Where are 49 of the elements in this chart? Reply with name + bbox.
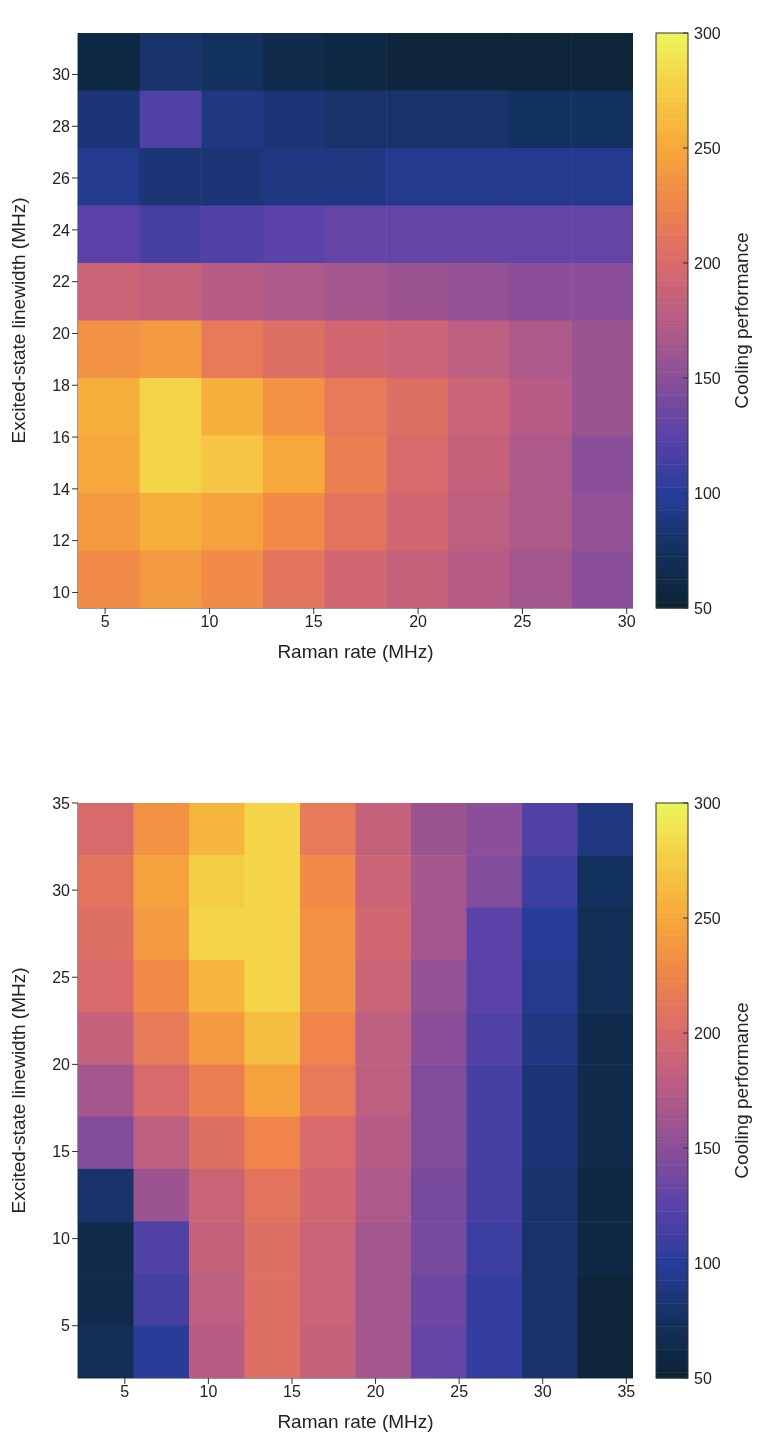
- y-tick-label: 30: [52, 881, 71, 899]
- x-tick-label: 15: [283, 1383, 301, 1401]
- x-axis-title: Raman rate (MHz): [277, 641, 434, 662]
- y-tick-label: 18: [52, 376, 71, 394]
- color-bar-label: 250: [694, 139, 721, 157]
- x-tick-label: 5: [100, 613, 110, 631]
- color-bar-label: 250: [694, 909, 721, 927]
- x-tick-label: 30: [617, 613, 636, 631]
- y-tick-label: 14: [52, 480, 71, 498]
- y-tick-label: 30: [52, 66, 71, 84]
- x-tick-label: 35: [617, 1383, 636, 1401]
- color-bar-label: 150: [694, 369, 721, 387]
- color-bar-label: 150: [694, 1139, 721, 1157]
- x-tick-label: 30: [533, 1383, 552, 1401]
- y-tick-label: 20: [52, 1056, 71, 1074]
- color-bar-label: 50: [694, 1369, 712, 1387]
- color-bar-label: 100: [694, 484, 721, 502]
- color-bar-label: 300: [694, 24, 721, 42]
- y-tick-label: 25: [52, 968, 71, 986]
- x-tick-label: 20: [409, 613, 428, 631]
- y-tick-label: 22: [52, 273, 71, 291]
- x-tick-label: 25: [513, 613, 532, 631]
- color-bar-label: 300: [694, 794, 721, 812]
- color-bar-label: 100: [694, 1254, 721, 1272]
- y-tick-label: 24: [52, 221, 71, 239]
- y-tick-label: 10: [52, 1230, 71, 1248]
- y-tick-label: 16: [52, 428, 71, 446]
- x-tick-label: 5: [120, 1383, 130, 1401]
- y-tick-label: 15: [52, 1143, 71, 1161]
- y-tick-label: 20: [52, 325, 71, 343]
- y-tick-label: 10: [52, 584, 71, 602]
- x-tick-label: 25: [450, 1383, 469, 1401]
- y-axis-title: Excited-state linewidth (MHz): [7, 967, 29, 1214]
- color-bar-label: 200: [694, 1024, 721, 1042]
- color-bar-label: 50: [694, 599, 712, 617]
- x-tick-label: 15: [304, 613, 323, 631]
- y-tick-label: 12: [52, 532, 71, 550]
- y-tick-label: 5: [61, 1317, 71, 1335]
- y-tick-label: 26: [52, 169, 71, 187]
- color-bar-label: 200: [694, 254, 721, 272]
- color-bar-title: Cooling performance: [731, 232, 752, 409]
- x-tick-label: 10: [199, 1383, 218, 1401]
- x-axis-title: Raman rate (MHz): [277, 1411, 434, 1432]
- y-tick-label: 35: [52, 794, 71, 812]
- y-axis-title: Excited-state linewidth (MHz): [7, 197, 29, 444]
- x-tick-label: 10: [200, 613, 219, 631]
- color-bar-title: Cooling performance: [731, 1002, 752, 1179]
- x-tick-label: 20: [366, 1383, 385, 1401]
- y-tick-label: 28: [52, 117, 71, 135]
